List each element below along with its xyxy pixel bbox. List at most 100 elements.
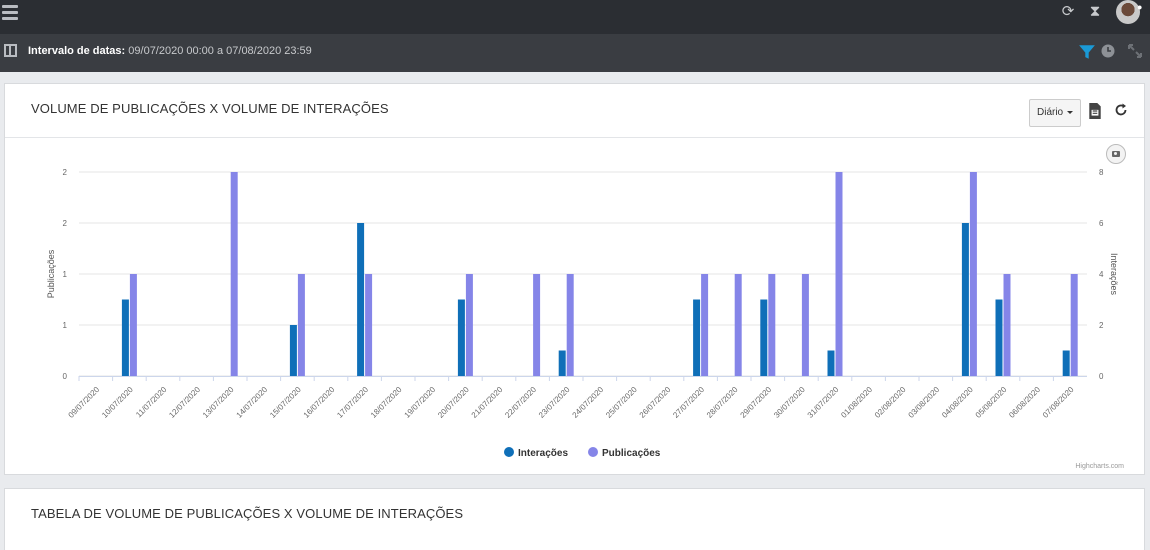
camera-icon[interactable] (1106, 144, 1126, 164)
y-left-tick-label: 1 (63, 270, 68, 279)
top-navbar: ⟳ ⧗ ● (0, 0, 1150, 34)
bar-publicacoes (297, 274, 305, 376)
x-tick-label: 29/07/2020 (739, 385, 774, 420)
y-right-tick-label: 2 (1099, 321, 1104, 330)
bar-interacoes (693, 299, 701, 376)
chart-credits[interactable]: Highcharts.com (1075, 463, 1124, 470)
x-tick-label: 14/07/2020 (235, 385, 270, 420)
x-tick-label: 07/08/2020 (1041, 385, 1076, 420)
refresh-icon[interactable]: ⟳ (1061, 3, 1075, 20)
x-tick-label: 19/07/2020 (403, 385, 438, 420)
table-card-title: TABELA DE VOLUME DE PUBLICAÇÕES X VOLUME… (31, 506, 464, 521)
bar-interacoes (457, 299, 465, 376)
bar-interacoes (357, 223, 365, 376)
reload-icon[interactable] (1114, 103, 1128, 117)
bar-publicacoes (969, 172, 977, 376)
x-tick-label: 11/07/2020 (134, 385, 169, 420)
x-tick-label: 10/07/2020 (100, 385, 135, 420)
x-tick-label: 27/07/2020 (671, 385, 706, 420)
legend-marker-interacoes (504, 447, 514, 457)
bar-interacoes (995, 299, 1003, 376)
x-tick-label: 20/07/2020 (436, 385, 471, 420)
avatar[interactable] (1116, 0, 1140, 24)
y-left-axis-title: Publicações (46, 249, 56, 298)
x-tick-label: 24/07/2020 (571, 385, 606, 420)
x-tick-label: 02/08/2020 (873, 385, 908, 420)
bar-interacoes (1062, 350, 1070, 376)
y-left-tick-label: 0 (63, 372, 68, 381)
bar-publicacoes (1070, 274, 1078, 376)
x-tick-label: 17/07/2020 (335, 385, 370, 420)
legend-label-interacoes: Interações (518, 448, 568, 459)
bar-publicacoes (1003, 274, 1011, 376)
y-right-axis-title: Interações (1109, 253, 1119, 296)
filter-icon[interactable] (1078, 43, 1096, 61)
x-tick-label: 21/07/2020 (470, 385, 505, 420)
bar-interacoes (760, 299, 768, 376)
y-left-tick-label: 1 (63, 321, 68, 330)
date-range-value: 09/07/2020 00:00 a 07/08/2020 23:59 (128, 45, 312, 57)
layout-icon[interactable] (4, 44, 17, 57)
clock-icon[interactable] (1100, 43, 1116, 59)
x-tick-label: 28/07/2020 (705, 385, 740, 420)
file-export-icon[interactable] (1088, 103, 1102, 119)
bar-publicacoes (129, 274, 137, 376)
x-tick-label: 05/08/2020 (974, 385, 1009, 420)
bar-publicacoes (230, 172, 238, 376)
date-range: Intervalo de datas: 09/07/2020 00:00 a 0… (28, 45, 312, 57)
x-tick-label: 15/07/2020 (268, 385, 303, 420)
bar-publicacoes (835, 172, 843, 376)
x-tick-label: 06/08/2020 (1007, 385, 1042, 420)
y-right-tick-label: 6 (1099, 219, 1104, 228)
table-card: TABELA DE VOLUME DE PUBLICAÇÕES X VOLUME… (4, 488, 1145, 550)
period-dropdown-label: Diário (1037, 107, 1064, 118)
bar-publicacoes (801, 274, 809, 376)
y-right-tick-label: 4 (1099, 270, 1104, 279)
chart-card: VOLUME DE PUBLICAÇÕES X VOLUME DE INTERA… (4, 83, 1145, 475)
y-left-tick-label: 2 (63, 219, 68, 228)
page-scrollbar[interactable] (1146, 72, 1150, 550)
bar-publicacoes (566, 274, 574, 376)
hourglass-icon[interactable]: ⧗ (1089, 3, 1101, 20)
bar-publicacoes (465, 274, 473, 376)
chart-card-title: VOLUME DE PUBLICAÇÕES X VOLUME DE INTERA… (31, 101, 389, 116)
bar-publicacoes (533, 274, 541, 376)
x-tick-label: 04/08/2020 (940, 385, 975, 420)
x-tick-label: 18/07/2020 (369, 385, 404, 420)
date-range-label: Intervalo de datas (28, 45, 122, 57)
bar-interacoes (289, 325, 297, 376)
expand-icon[interactable] (1127, 43, 1143, 59)
bar-publicacoes (365, 274, 373, 376)
card-divider (5, 137, 1144, 138)
y-right-tick-label: 8 (1099, 168, 1104, 177)
y-left-tick-label: 2 (63, 168, 68, 177)
bar-interacoes (558, 350, 566, 376)
period-dropdown[interactable]: Diário (1029, 99, 1081, 127)
x-tick-label: 16/07/2020 (302, 385, 337, 420)
x-tick-label: 09/07/2020 (67, 385, 102, 420)
bar-publicacoes (768, 274, 776, 376)
bar-publicacoes (734, 274, 742, 376)
bar-interacoes (827, 350, 835, 376)
x-tick-label: 26/07/2020 (638, 385, 673, 420)
bar-interacoes (961, 223, 969, 376)
x-tick-label: 23/07/2020 (537, 385, 572, 420)
x-tick-label: 13/07/2020 (201, 385, 236, 420)
hamburger-icon[interactable] (2, 5, 18, 23)
avatar-badge: ● (1137, 2, 1143, 12)
x-tick-label: 12/07/2020 (167, 385, 202, 420)
x-tick-label: 25/07/2020 (604, 385, 639, 420)
date-filter-bar: Intervalo de datas: 09/07/2020 00:00 a 0… (0, 34, 1150, 72)
legend-label-publicacoes: Publicações (602, 448, 661, 459)
caret-down-icon (1067, 110, 1074, 114)
x-tick-label: 31/07/2020 (806, 385, 841, 420)
x-tick-label: 01/08/2020 (839, 385, 874, 420)
x-tick-label: 03/08/2020 (907, 385, 942, 420)
legend-marker-publicacoes (588, 447, 598, 457)
bar-interacoes (121, 299, 129, 376)
volume-chart: 0 0 1 2 1 4 2 6 2 8 Publicações Interações 09/07/202… (46, 168, 1119, 459)
bar-publicacoes (701, 274, 709, 376)
x-tick-label: 30/07/2020 (772, 385, 807, 420)
x-tick-label: 22/07/2020 (503, 385, 538, 420)
y-right-tick-label: 0 (1099, 372, 1104, 381)
